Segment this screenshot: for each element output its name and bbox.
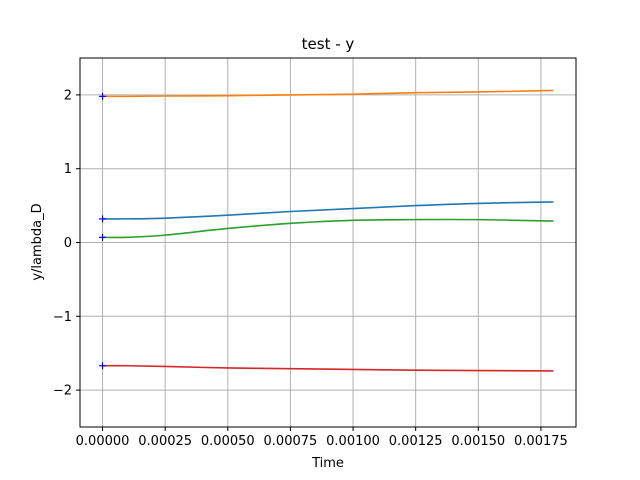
- x-tick-label: 0.00000: [76, 434, 130, 449]
- x-axis-label: Time: [311, 456, 344, 471]
- start-marker: [99, 92, 107, 100]
- x-axis-ticks: 0.00000 0.00025 0.00050 0.00075 0.00100 0.001…: [76, 427, 568, 449]
- series-lines: [102, 89, 554, 372]
- y-tick-label: −2: [53, 384, 72, 399]
- x-tick-label: 0.00050: [201, 434, 255, 449]
- series-line-1: [102, 201, 554, 220]
- start-marker: [99, 362, 107, 370]
- x-tick-label: 0.00150: [451, 434, 505, 449]
- chart-title: test - y: [302, 35, 355, 53]
- y-tick-label: 2: [64, 88, 72, 103]
- x-tick-label: 0.00075: [264, 434, 318, 449]
- series-line-3: [102, 218, 554, 239]
- y-axis-ticks: −2 −1 0 1 2: [53, 88, 80, 399]
- y-tick-label: 0: [64, 236, 72, 251]
- start-marker: [99, 215, 107, 223]
- series-line-2: [102, 89, 554, 98]
- x-tick-label: 0.00175: [514, 434, 568, 449]
- x-tick-label: 0.00100: [326, 434, 380, 449]
- y-axis-label: y/lambda_D: [30, 203, 45, 280]
- start-markers: [99, 92, 107, 370]
- series-line-4: [102, 364, 554, 372]
- y-tick-label: 1: [64, 162, 72, 177]
- y-tick-label: −1: [53, 310, 72, 325]
- x-tick-label: 0.00125: [389, 434, 443, 449]
- x-tick-label: 0.00025: [138, 434, 192, 449]
- start-marker: [99, 233, 107, 241]
